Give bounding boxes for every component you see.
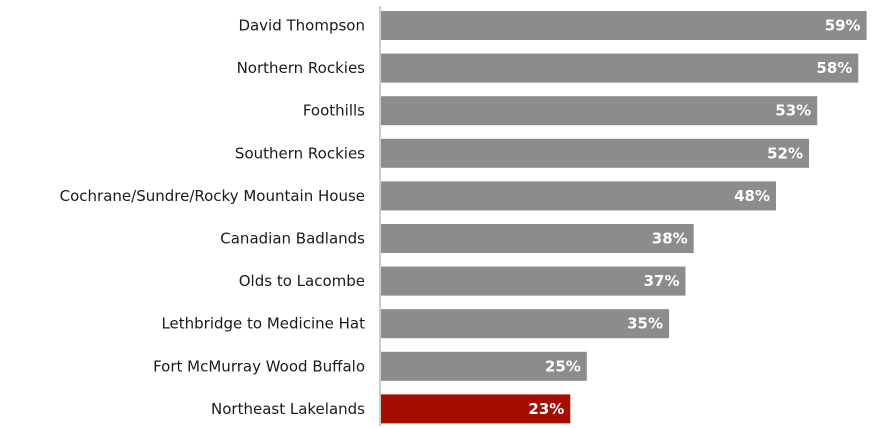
- category-labels-group: David Thompson Northern Rockies Foothills S…: [60, 17, 366, 418]
- bar-canadian-badlands: [381, 224, 694, 253]
- value-label-olds-to-lacombe: 37%: [644, 272, 680, 290]
- value-label-southern-rockies: 52%: [767, 144, 803, 162]
- bar-southern-rockies: [381, 138, 809, 168]
- value-label-northeast-lakelands: 23%: [528, 400, 564, 418]
- bar-olds-to-lacombe: [381, 266, 686, 296]
- bar-lethbridge-to-medicine-hat: [381, 309, 670, 339]
- value-label-cochrane-sundre-rocky-mountain-house: 48%: [734, 187, 770, 205]
- bar-foothills: [381, 96, 818, 126]
- category-label-foothills: Foothills: [303, 102, 365, 120]
- category-label-northeast-lakelands: Northeast Lakelands: [211, 400, 365, 418]
- value-labels-group: 59% 58% 53% 52% 48% 38% 37% 35% 25% 23%: [528, 17, 860, 418]
- bar-fort-mcmurray-wood-buffalo: [381, 351, 587, 381]
- value-label-foothills: 53%: [775, 102, 811, 120]
- category-label-cochrane-sundre-rocky-mountain-house: Cochrane/Sundre/Rocky Mountain House: [60, 187, 365, 205]
- bar-northeast-lakelands: [381, 394, 571, 424]
- value-label-fort-mcmurray-wood-buffalo: 25%: [545, 357, 581, 375]
- value-label-lethbridge-to-medicine-hat: 35%: [627, 315, 663, 333]
- bar-cochrane-sundre-rocky-mountain-house: [381, 181, 776, 211]
- category-label-fort-mcmurray-wood-buffalo: Fort McMurray Wood Buffalo: [153, 357, 365, 375]
- value-label-canadian-badlands: 38%: [652, 230, 688, 248]
- category-label-olds-to-lacombe: Olds to Lacombe: [239, 272, 365, 290]
- category-label-lethbridge-to-medicine-hat: Lethbridge to Medicine Hat: [161, 315, 365, 333]
- category-label-canadian-badlands: Canadian Badlands: [220, 230, 365, 248]
- bars-group: [381, 11, 867, 424]
- value-label-northern-rockies: 58%: [816, 59, 852, 77]
- category-label-southern-rockies: Southern Rockies: [235, 144, 365, 162]
- bar-david-thompson: [381, 11, 867, 40]
- bar-northern-rockies: [381, 53, 859, 83]
- value-label-david-thompson: 59%: [825, 17, 861, 35]
- category-label-northern-rockies: Northern Rockies: [237, 59, 366, 77]
- category-label-david-thompson: David Thompson: [238, 17, 365, 35]
